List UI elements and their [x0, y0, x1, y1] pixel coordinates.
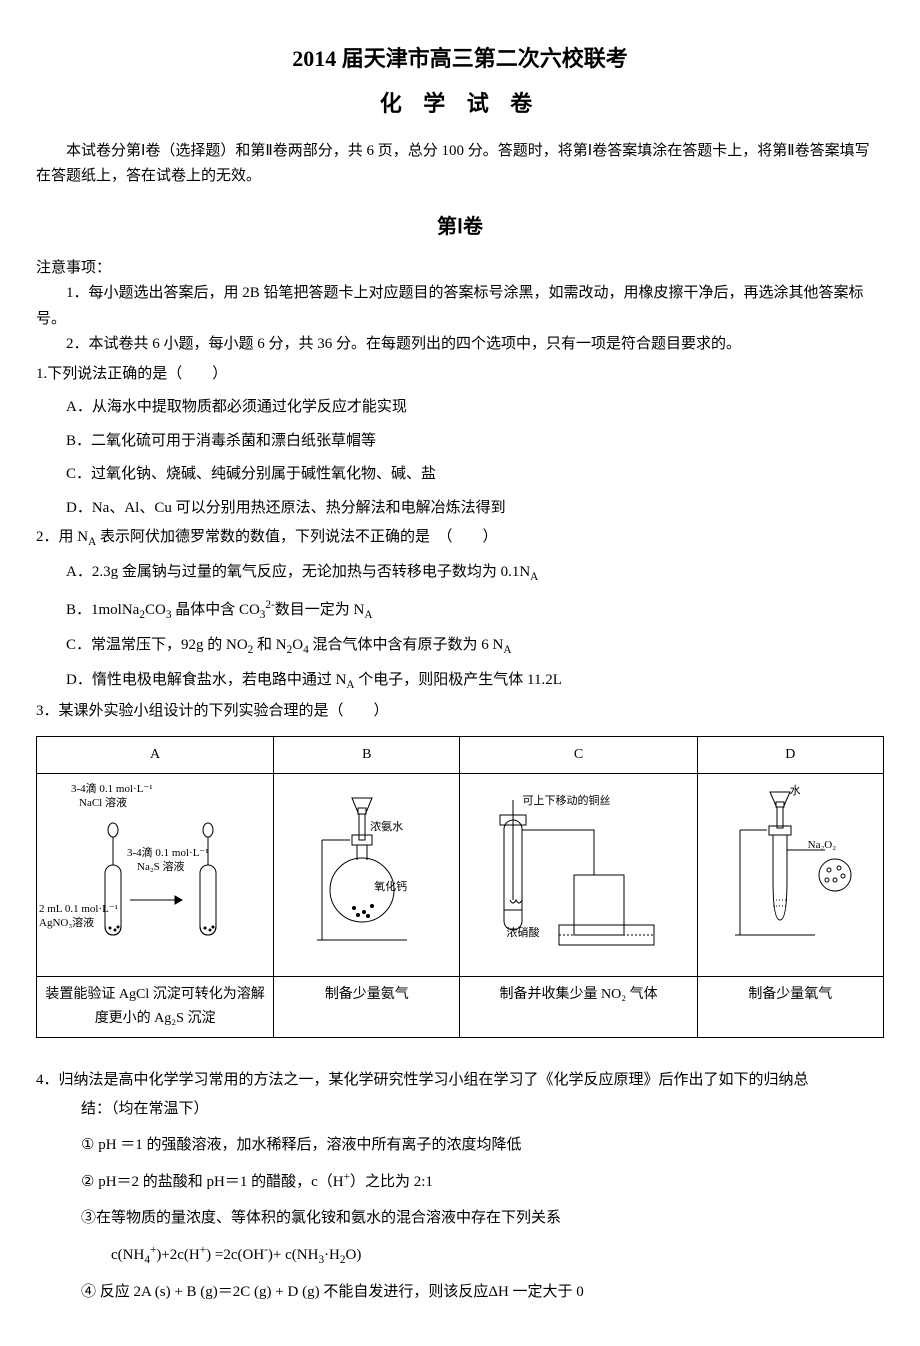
q4-item-4: ④ 反应 2A (s) + B (g)＝2C (g) + D (g) 不能自发进…	[36, 1280, 884, 1306]
label-a6: AgNO₃溶液	[39, 914, 94, 933]
notice-label: 注意事项：	[36, 256, 884, 282]
q4-stem-1: 4．归纳法是高中化学学习常用的方法之一，某化学研究性学习小组在学习了《化学反应原…	[36, 1068, 884, 1094]
col-c-header: C	[460, 737, 697, 774]
sub-a: A	[530, 571, 538, 583]
apparatus-d-cell: 水 Na₂O₂	[697, 774, 883, 977]
sub-a: A	[364, 609, 372, 621]
exam-intro: 本试卷分第Ⅰ卷（选择题）和第Ⅱ卷两部分，共 6 页，总分 100 分。答题时，将…	[36, 139, 884, 190]
q4-2-suffix: ）之比为 2:1	[350, 1174, 433, 1190]
q2-opt-b: B．1molNa2CO3 晶体中含 CO32-数目一定为 NA	[36, 596, 884, 625]
label-b2: 氧化钙	[374, 878, 407, 897]
apparatus-b-svg	[292, 780, 442, 960]
col-b-header: B	[274, 737, 460, 774]
f-d: )+ c(NH	[268, 1247, 319, 1263]
q2-stem-prefix: 2．用 N	[36, 529, 88, 545]
table-header-row: A B C D	[37, 737, 884, 774]
q2d-1: D．惰性电极电解食盐水，若电路中通过 N	[66, 672, 346, 688]
label-a4: Na₂S 溶液	[137, 858, 185, 877]
f-e: ·H	[324, 1247, 340, 1263]
q3-stem: 3．某课外实验小组设计的下列实验合理的是（ ）	[36, 699, 884, 725]
q2-opt-c: C．常温常压下，92g 的 NO2 和 N2O4 混合气体中含有原子数为 6 N…	[36, 633, 884, 660]
table-image-row: 3-4滴 0.1 mol·L⁻¹ NaCl 溶液 3-4滴 0.1 mol·L⁻…	[37, 774, 884, 977]
label-d2: Na₂O₂	[808, 836, 836, 855]
q3-experiment-table: A B C D	[36, 736, 884, 1037]
apparatus-d-svg	[715, 780, 865, 960]
desc-a: 装置能验证 AgCl 沉淀可转化为溶解度更小的 Ag₂S 沉淀	[37, 977, 274, 1038]
q1-opt-d: D．Na、Al、Cu 可以分别用热还原法、热分解法和电解冶炼法得到	[36, 496, 884, 522]
q4-stem-2: 结：（均在常温下）	[36, 1097, 884, 1123]
f-f: O)	[346, 1247, 362, 1263]
sub-a: A	[503, 644, 511, 656]
q2-stem: 2．用 NA 表示阿伏加德罗常数的数值，下列说法不正确的是 （ ）	[36, 525, 884, 552]
apparatus-c-cell: 可上下移动的铜丝 浓硝酸	[460, 774, 697, 977]
q4-item-1: ① pH ＝1 的强酸溶液，加水稀释后，溶液中所有离子的浓度均降低	[36, 1133, 884, 1159]
q4-item-3: ③在等物质的量浓度、等体积的氯化铵和氨水的混合溶液中存在下列关系	[36, 1206, 884, 1232]
q4-2-prefix: ② pH＝2 的盐酸和 pH＝1 的醋酸，c（H	[81, 1174, 344, 1190]
desc-b: 制备少量氨气	[274, 977, 460, 1038]
sub-a: A	[88, 536, 96, 548]
col-a-header: A	[37, 737, 274, 774]
notice-1: 1．每小题选出答案后，用 2B 铅笔把答题卡上对应题目的答案标号涂黑，如需改动，…	[36, 281, 884, 332]
f-c: ) =2c(OH	[206, 1247, 264, 1263]
q2c-1: C．常温常压下，92g 的 NO	[66, 637, 248, 653]
q1-opt-b: B．二氧化硫可用于消毒杀菌和漂白纸张草帽等	[36, 429, 884, 455]
q2c-4: 混合气体中含有原子数为 6 N	[309, 637, 504, 653]
desc-c: 制备并收集少量 NO₂ 气体	[460, 977, 697, 1038]
desc-d: 制备少量氧气	[697, 977, 883, 1038]
label-c1: 可上下移动的铜丝	[522, 792, 610, 811]
q2-stem-suffix: 表示阿伏加德罗常数的数值，下列说法不正确的是 （ ）	[96, 529, 497, 545]
q2d-2: 个电子，则阳极产生气体 11.2L	[355, 672, 562, 688]
q2b-1: B．1molNa	[66, 602, 139, 618]
label-a2: NaCl 溶液	[79, 794, 127, 813]
q1-opt-c: C．过氧化钠、烧碱、纯碱分别属于碱性氧化物、碱、盐	[36, 462, 884, 488]
col-d-header: D	[697, 737, 883, 774]
f-a: c(NH	[111, 1247, 144, 1263]
q2b-3: 晶体中含 CO	[171, 602, 259, 618]
q2b-2: CO	[145, 602, 166, 618]
q2-opt-d: D．惰性电极电解食盐水，若电路中通过 NA 个电子，则阳极产生气体 11.2L	[36, 668, 884, 695]
q4-item-3-formula: c(NH4+)+2c(H+) =2c(OH-)+ c(NH3·H2O)	[36, 1241, 884, 1270]
label-c2: 浓硝酸	[506, 924, 539, 943]
exam-title-sub: 化 学 试 卷	[36, 85, 884, 122]
exam-title-main: 2014 届天津市高三第二次六校联考	[36, 40, 884, 77]
apparatus-b-cell: 浓氨水 氧化钙	[274, 774, 460, 977]
q2a-prefix: A．2.3g 金属钠与过量的氧气反应，无论加热与否转移电子数均为 0.1N	[66, 564, 530, 580]
q1-opt-a: A．从海水中提取物质都必须通过化学反应才能实现	[36, 395, 884, 421]
q2c-3: O	[292, 637, 303, 653]
label-d1: 水	[790, 782, 801, 801]
sup-2minus: 2-	[265, 599, 274, 611]
part1-heading: 第Ⅰ卷	[36, 210, 884, 244]
f-b: )+2c(H	[156, 1247, 199, 1263]
q1-stem: 1.下列说法正确的是（ ）	[36, 362, 884, 388]
sub-a: A	[346, 679, 354, 691]
q2c-2: 和 N	[253, 637, 286, 653]
apparatus-a-cell: 3-4滴 0.1 mol·L⁻¹ NaCl 溶液 3-4滴 0.1 mol·L⁻…	[37, 774, 274, 977]
q2b-4: 数目一定为 N	[275, 602, 365, 618]
notice-2: 2．本试卷共 6 小题，每小题 6 分，共 36 分。在每题列出的四个选项中，只…	[36, 332, 884, 358]
table-desc-row: 装置能验证 AgCl 沉淀可转化为溶解度更小的 Ag₂S 沉淀 制备少量氨气 制…	[37, 977, 884, 1038]
q4-item-2: ② pH＝2 的盐酸和 pH＝1 的醋酸，c（H+）之比为 2:1	[36, 1168, 884, 1196]
q2-opt-a: A．2.3g 金属钠与过量的氧气反应，无论加热与否转移电子数均为 0.1NA	[36, 560, 884, 587]
label-b1: 浓氨水	[370, 818, 403, 837]
